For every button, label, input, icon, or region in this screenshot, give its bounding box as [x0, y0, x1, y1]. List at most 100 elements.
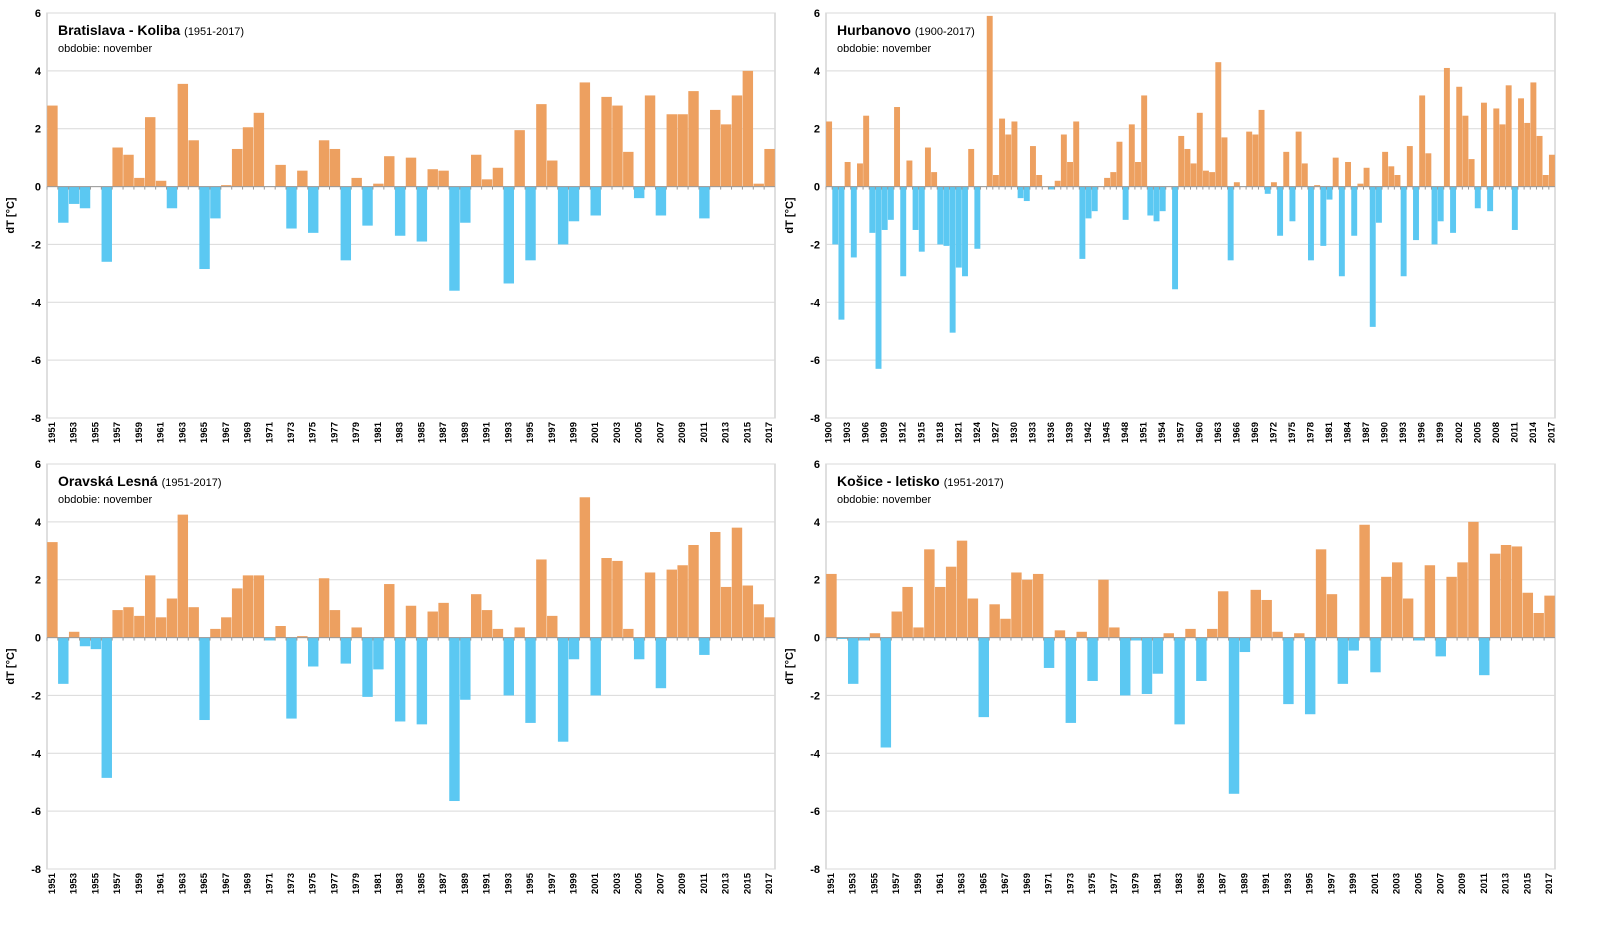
bar: [1141, 95, 1148, 187]
x-tick-label: 2005: [634, 872, 645, 894]
bar: [1098, 579, 1109, 638]
x-tick-label: 2007: [655, 873, 666, 894]
x-tick-label: 1930: [1009, 422, 1020, 443]
y-tick-label: -4: [31, 748, 42, 760]
y-tick-label: 2: [35, 575, 41, 587]
bar: [918, 186, 925, 252]
bar: [1326, 186, 1333, 200]
bar: [547, 615, 558, 638]
x-tick-label: 1939: [1065, 422, 1076, 443]
bar: [633, 186, 645, 199]
bar: [1402, 598, 1414, 638]
x-tick-label: 1989: [460, 873, 471, 894]
bar: [1462, 115, 1469, 187]
bar: [101, 186, 112, 262]
bar: [1270, 182, 1277, 187]
x-tick-label: 1963: [957, 873, 968, 894]
y-tick-label: 0: [35, 633, 41, 645]
bar: [1357, 183, 1364, 187]
bar: [79, 186, 91, 209]
bar: [1544, 595, 1555, 638]
bar: [847, 637, 859, 684]
bar: [601, 558, 612, 638]
x-tick-label: 1972: [1268, 422, 1279, 443]
y-tick-label: -4: [31, 297, 42, 309]
bar: [731, 527, 743, 638]
x-tick-label: 1973: [286, 873, 297, 894]
bar: [1450, 186, 1457, 233]
y-tick-label: 4: [814, 66, 821, 78]
y-tick-label: 2: [814, 575, 820, 587]
bar: [1446, 576, 1457, 638]
x-tick-label: 1981: [373, 421, 384, 443]
bar: [1326, 594, 1338, 638]
bar: [677, 114, 688, 187]
bar: [1233, 182, 1240, 187]
bar: [112, 610, 123, 638]
bar: [286, 186, 297, 229]
bar: [492, 167, 504, 187]
bar: [1500, 545, 1512, 638]
bar: [1172, 186, 1179, 290]
bar: [601, 96, 612, 187]
bar: [188, 140, 199, 187]
bar: [913, 627, 924, 638]
x-tick-label: 1965: [978, 872, 989, 894]
bar: [937, 186, 944, 245]
x-tick-label: 1995: [525, 872, 536, 894]
bar: [547, 160, 558, 187]
bar: [949, 186, 956, 333]
x-tick-label: 1987: [438, 873, 449, 894]
bar: [1468, 521, 1479, 638]
x-tick-label: 2003: [612, 422, 623, 443]
bar: [710, 109, 721, 187]
x-tick-label: 1951: [1139, 421, 1150, 443]
chart-title: Oravská Lesná (1951-2017): [58, 473, 222, 489]
x-tick-label: 1999: [569, 422, 580, 443]
bar: [999, 118, 1006, 187]
bar: [1511, 546, 1523, 638]
bar: [1413, 186, 1419, 241]
x-tick-label: 1971: [1044, 872, 1055, 894]
bar: [1250, 589, 1262, 638]
bar: [1351, 186, 1358, 236]
bar: [134, 615, 145, 638]
bar: [1394, 175, 1401, 187]
bar: [525, 637, 536, 723]
y-axis-label: dT [°C]: [5, 197, 17, 234]
bar: [875, 186, 882, 369]
bar: [869, 633, 881, 638]
bar: [329, 148, 341, 187]
bar: [557, 186, 569, 245]
x-tick-label: 2017: [1544, 873, 1555, 894]
y-tick-label: -6: [31, 355, 41, 367]
x-tick-label: 1993: [1398, 422, 1409, 443]
bar: [579, 82, 591, 187]
bar: [832, 186, 839, 245]
bar: [1375, 186, 1382, 223]
bar: [297, 636, 308, 638]
x-tick-label: 1900: [824, 422, 835, 443]
bar: [644, 95, 656, 187]
bar: [1252, 134, 1259, 187]
x-tick-label: 1981: [373, 872, 384, 894]
bar: [699, 637, 710, 655]
bar: [525, 186, 536, 261]
x-tick-label: 1985: [416, 421, 427, 443]
bar: [1400, 186, 1407, 277]
bar: [1091, 186, 1098, 212]
bar: [405, 157, 417, 187]
x-tick-label: 1918: [935, 422, 946, 443]
x-tick-label: 2014: [1528, 421, 1539, 443]
bar: [221, 185, 232, 187]
bar: [1119, 637, 1131, 696]
x-tick-label: 2001: [1370, 872, 1381, 894]
bar: [1283, 637, 1294, 705]
bar: [188, 607, 199, 638]
x-tick-label: 2009: [677, 422, 688, 443]
bar: [68, 631, 80, 638]
bar: [623, 628, 634, 638]
chart-panel: -8 -6 -4 -2 0 2 4 6 1951 1953 1955 1957 1959 1961 1963…: [5, 459, 776, 894]
y-tick-label: 0: [814, 182, 820, 194]
